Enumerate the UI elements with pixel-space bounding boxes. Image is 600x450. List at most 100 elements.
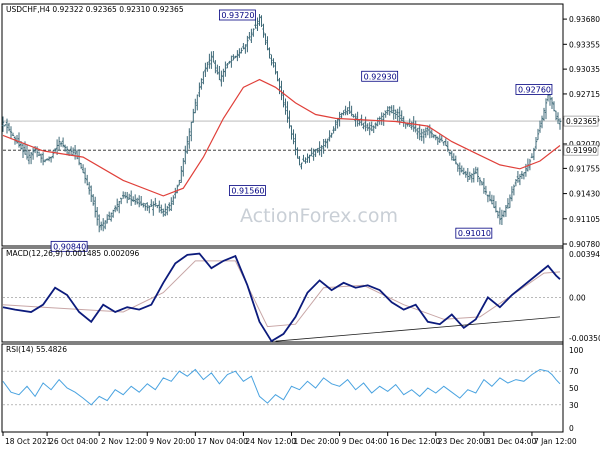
ohlc-bar (464, 170, 467, 178)
time-tick-label: 7 Jan 12:00 (534, 437, 577, 446)
ohlc-bar (124, 191, 127, 199)
ohlc-bar (342, 110, 345, 116)
ohlc-bar (272, 58, 275, 68)
moving-average-line (2, 78, 561, 197)
ohlc-bar (5, 118, 9, 134)
ohlc-bar (374, 122, 377, 129)
ohlc-bar (65, 146, 69, 156)
ohlc-bar (332, 126, 335, 134)
ohlc-bar (136, 197, 139, 205)
ohlc-bar (220, 70, 223, 87)
rsi-title: RSI(14) 55.4826 (6, 345, 67, 354)
time-tick-label: 23 Dec 20:00 (438, 437, 489, 446)
macd-title: MACD(12,26,9) 0.001485 0.002096 (6, 249, 140, 258)
ohlc-bar (202, 71, 205, 85)
ohlc-bar (128, 193, 131, 200)
ohlc-bar (474, 166, 477, 175)
ohlc-bar (364, 116, 367, 132)
ohlc-bar (554, 110, 558, 121)
annotation-box (361, 70, 399, 82)
price-tick-label: 0.92070 (569, 140, 600, 149)
ohlc-bar (304, 157, 307, 164)
ohlc-bar (162, 208, 165, 217)
time-tick-label: 2 Nov 12:00 (101, 437, 147, 446)
time-tick-label: 9 Dec 04:00 (342, 437, 388, 446)
ohlc-bar (326, 138, 329, 149)
ohlc-bar (154, 197, 157, 207)
ohlc-bar (436, 136, 439, 145)
ohlc-bar (168, 202, 171, 212)
ohlc-bar (336, 118, 339, 129)
ohlc-bar (11, 132, 15, 137)
ohlc-bar (280, 80, 283, 101)
ohlc-bar (460, 165, 463, 173)
ohlc-bar (108, 211, 111, 220)
ohlc-bar (90, 185, 93, 202)
ohlc-bar (498, 207, 502, 225)
ohlc-bar (246, 35, 249, 53)
support-label-box (563, 144, 599, 156)
ohlc-bar (492, 195, 496, 209)
ohlc-bar (236, 50, 239, 62)
ohlc-bar (216, 64, 219, 75)
ohlc-bar (234, 55, 237, 59)
ohlc-bar (366, 123, 369, 131)
ohlc-bar (204, 62, 207, 77)
rsi-line (2, 368, 561, 406)
ohlc-bar (442, 141, 445, 146)
annotation-label: 0.90840 (53, 242, 86, 251)
ohlc-bar (416, 127, 419, 139)
ohlc-bar (424, 127, 427, 138)
last-price-label: 0.92365 (566, 117, 597, 126)
ohlc-bar (51, 150, 55, 159)
ohlc-bar (522, 172, 526, 180)
ohlc-bar (3, 124, 7, 127)
ohlc-bar (254, 19, 257, 29)
price-panel: 0.90780 0.91105 0.91430 0.91755 0.92070 0.923… (1, 9, 600, 252)
ohlc-bar (550, 97, 554, 109)
ohlc-bar (484, 185, 488, 195)
ohlc-bar (476, 167, 479, 183)
ohlc-bar (258, 14, 261, 26)
time-tick-label: 17 Nov 04:00 (197, 437, 248, 446)
ohlc-bar (534, 137, 538, 150)
ohlc-bar (266, 36, 269, 51)
macd-tick-label: 0.003944 (569, 250, 600, 259)
ohlc-bar (192, 108, 195, 123)
macd-line (2, 252, 561, 343)
price-tick-label: 0.92715 (569, 90, 600, 99)
ohlc-bar (324, 138, 327, 148)
ohlc-bar (348, 101, 351, 114)
ohlc-bar (368, 122, 371, 136)
ohlc-bar (144, 203, 147, 211)
ohlc-bar (422, 128, 425, 144)
ohlc-bar (116, 198, 119, 212)
ohlc-bar (88, 181, 91, 195)
ohlc-bar (96, 207, 99, 226)
ohlc-bar (440, 135, 443, 142)
ohlc-bar (386, 106, 389, 115)
ohlc-bar (244, 44, 247, 54)
ohlc-bar (77, 149, 81, 166)
time-tick-label: 18 Oct 2021 (5, 437, 52, 446)
ohlc-bar (344, 105, 347, 116)
ohlc-bar (226, 63, 229, 69)
ohlc-bar (158, 200, 161, 213)
ohlc-bar (81, 164, 85, 174)
ohlc-bar (112, 209, 115, 218)
price-tick-label: 0.93035 (569, 65, 600, 74)
ohlc-bar (206, 61, 209, 72)
ohlc-bar (92, 194, 95, 206)
ohlc-bar (508, 194, 512, 209)
ohlc-bar (198, 82, 201, 98)
annotation-label: 0.91010 (458, 229, 491, 238)
ohlc-bar (388, 106, 391, 116)
annotation-box (455, 227, 493, 239)
macd-tick-label: -0.003506 (569, 334, 600, 343)
ohlc-bar (544, 98, 548, 120)
ohlc-bar (250, 28, 253, 43)
ohlc-bar (25, 144, 29, 160)
ohlc-bar (69, 146, 73, 156)
ohlc-bar (328, 130, 331, 142)
